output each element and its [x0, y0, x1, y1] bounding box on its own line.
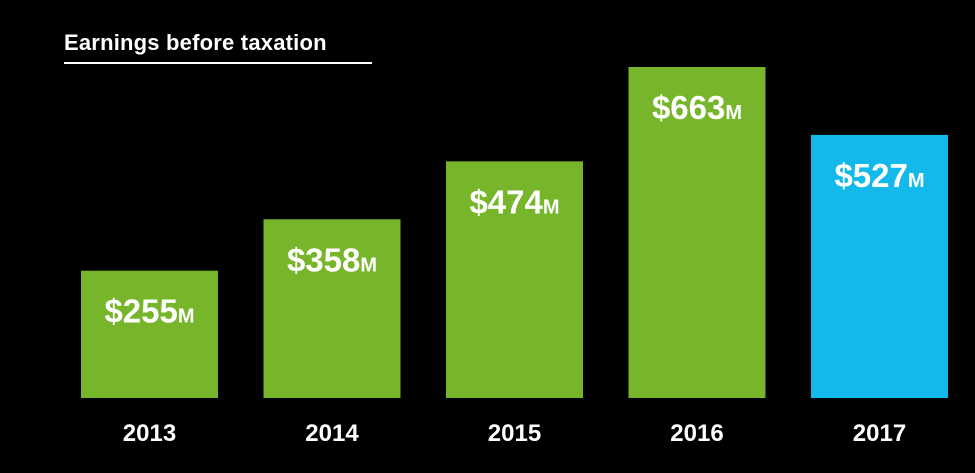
chart-title: Earnings before taxation — [64, 30, 327, 55]
value-labels-layer: $255M$358M$474M$663M$527M — [104, 89, 924, 330]
bar-2015 — [446, 161, 583, 398]
x-tick-2015: 2015 — [488, 420, 541, 447]
bar-2013 — [81, 270, 218, 398]
x-axis-tick-labels: 2013 2014 2015 2016 2017 — [123, 420, 906, 447]
value-label-2015: $474M — [469, 183, 559, 220]
bar-2017 — [811, 134, 948, 398]
value-amount: $358 — [287, 241, 360, 278]
bar-2014 — [263, 219, 401, 398]
value-label-2017: $527M — [834, 157, 924, 194]
bars-layer — [81, 67, 948, 398]
value-amount: $527 — [834, 157, 907, 194]
value-amount: $474 — [469, 183, 543, 220]
x-tick-2016: 2016 — [670, 420, 723, 447]
value-amount: $663 — [652, 89, 725, 126]
value-unit: M — [908, 170, 925, 192]
bar-2016 — [628, 67, 766, 398]
value-unit: M — [360, 254, 377, 276]
value-unit: M — [725, 102, 742, 124]
value-label-2013: $255M — [104, 293, 194, 330]
value-unit: M — [178, 306, 195, 328]
value-label-2016: $663M — [652, 89, 742, 126]
x-tick-2017: 2017 — [853, 420, 906, 447]
title-underline — [64, 62, 372, 64]
x-tick-2014: 2014 — [305, 420, 359, 447]
value-amount: $255 — [104, 293, 177, 330]
x-tick-2013: 2013 — [123, 420, 176, 447]
value-unit: M — [543, 196, 560, 218]
value-label-2014: $358M — [287, 241, 377, 278]
